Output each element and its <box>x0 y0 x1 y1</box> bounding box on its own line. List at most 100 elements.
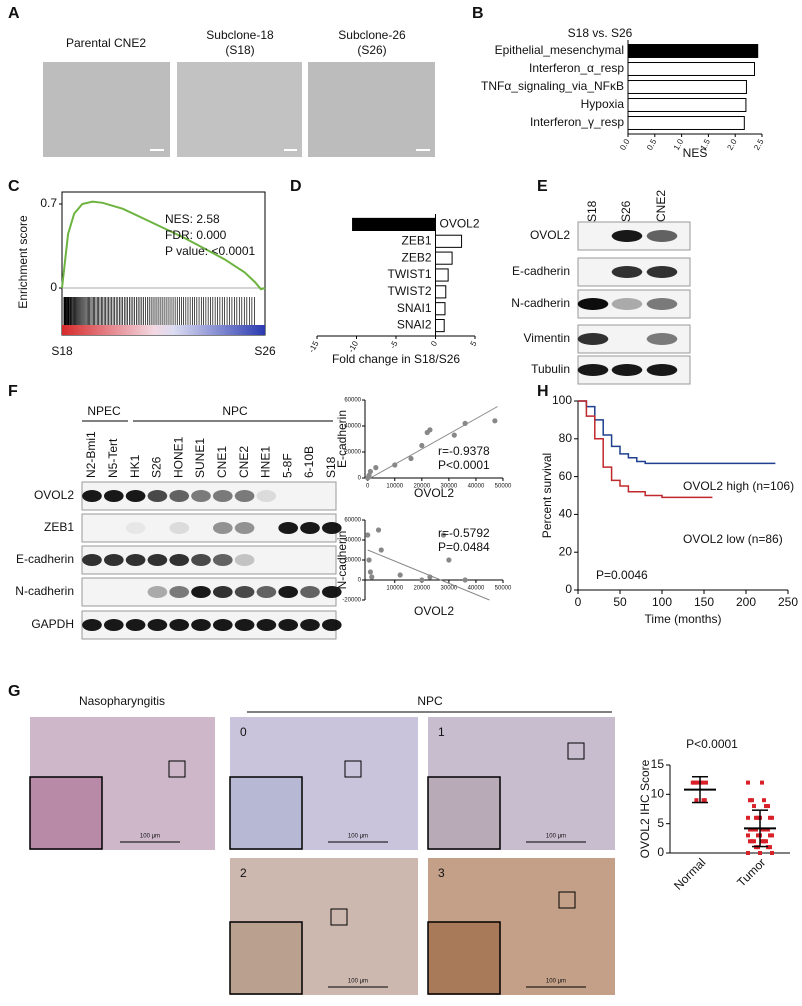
point <box>367 468 374 475</box>
point <box>427 427 433 433</box>
row-label: OVOL2 <box>530 228 570 242</box>
inset <box>427 776 501 850</box>
roi <box>168 760 186 778</box>
panel-label: B <box>472 5 484 22</box>
band <box>646 364 678 376</box>
point <box>366 472 372 478</box>
point <box>694 798 699 803</box>
point <box>427 574 433 580</box>
y-tick-label: 0 <box>565 582 572 596</box>
annotation: r=-0.5792 <box>438 526 490 540</box>
bar <box>435 285 447 299</box>
micrograph <box>43 62 170 157</box>
point <box>752 804 756 809</box>
bar <box>627 44 759 58</box>
x-axis-label: Time (months) <box>645 612 722 626</box>
x-axis-label: Fold change in S18/S26 <box>332 352 460 366</box>
band <box>278 586 299 598</box>
band <box>191 586 211 598</box>
band <box>278 619 299 631</box>
y-tick-label: 100 <box>552 393 572 407</box>
x-tick-label: 0 <box>575 595 582 609</box>
band <box>125 554 146 566</box>
lane-label: CNE2 <box>654 190 668 222</box>
x-tick-label: 5 <box>469 339 479 348</box>
annotation: NES: 2.58 <box>165 212 220 226</box>
point <box>702 798 707 803</box>
score-label: 3 <box>438 866 445 880</box>
x-axis-label: OVOL2 <box>414 604 454 618</box>
roi <box>558 891 576 909</box>
bar <box>627 98 747 112</box>
band <box>611 266 643 278</box>
panel-label: H <box>537 383 549 400</box>
point <box>760 780 764 785</box>
category-label: OVOL2 <box>440 217 480 231</box>
micrograph <box>308 62 435 157</box>
panel-label: C <box>8 178 20 195</box>
y-tick-label: 0 <box>657 845 664 859</box>
panel-label: F <box>8 383 18 400</box>
y-axis-label: E-cadherin <box>335 410 349 468</box>
band <box>256 586 277 598</box>
es-curve <box>61 200 266 291</box>
band <box>300 522 320 534</box>
x-tick-label: 30000 <box>441 484 458 490</box>
roi <box>344 760 362 778</box>
y-tick-label: 0 <box>50 280 57 294</box>
band <box>82 619 102 631</box>
group-label: NPC <box>222 404 248 418</box>
x-tick-label: 50 <box>613 595 627 609</box>
x-tick-label: 10000 <box>386 586 403 592</box>
point <box>492 418 498 424</box>
y-tick-label: 40000 <box>344 424 361 430</box>
band <box>147 586 168 598</box>
y-tick-label: 20 <box>559 544 573 558</box>
bar <box>435 251 453 265</box>
x-tick-label: 150 <box>694 595 714 609</box>
band <box>125 490 146 502</box>
bar <box>352 217 436 231</box>
band <box>191 619 211 631</box>
lane-label: 6-10B <box>302 446 316 478</box>
annotation: P value: <0.0001 <box>165 244 256 258</box>
y-axis-label: Enrichment score <box>16 215 30 309</box>
row-label: E-cadherin <box>512 264 570 278</box>
category-label: TWIST1 <box>388 267 432 281</box>
band <box>646 298 678 310</box>
band <box>321 619 342 631</box>
category-label: Interferon_α_resp <box>529 61 624 75</box>
end-label: S26 <box>254 344 276 358</box>
point <box>770 833 774 838</box>
band <box>147 490 168 502</box>
point <box>746 780 750 785</box>
point <box>766 827 770 832</box>
x-tick-label: 100 <box>652 595 672 609</box>
x-tick-label: 50000 <box>495 484 512 490</box>
band <box>646 333 678 345</box>
lane-label: SUNE1 <box>193 438 207 478</box>
scale-label: 100 μm <box>140 834 160 840</box>
band <box>234 586 255 598</box>
band <box>212 619 233 631</box>
scale-label: 100 μm <box>546 834 566 840</box>
y-axis-label: Percent survival <box>540 453 554 538</box>
category-label: TWIST2 <box>388 284 432 298</box>
y-tick-label: -20000 <box>342 598 361 604</box>
point <box>451 432 457 438</box>
point <box>440 532 447 538</box>
row-label: N-cadherin <box>511 296 570 310</box>
point <box>750 798 754 803</box>
category-label: Epithelial_mesenchymal <box>495 43 624 57</box>
inset <box>29 776 103 850</box>
roi <box>330 908 348 926</box>
point <box>408 455 414 462</box>
band <box>256 490 277 502</box>
band <box>212 490 233 502</box>
row-label: Vimentin <box>524 331 570 345</box>
x-tick-label: 40000 <box>468 586 485 592</box>
point <box>764 839 768 844</box>
point <box>754 827 758 832</box>
band <box>103 619 124 631</box>
rank-bar <box>62 325 265 335</box>
